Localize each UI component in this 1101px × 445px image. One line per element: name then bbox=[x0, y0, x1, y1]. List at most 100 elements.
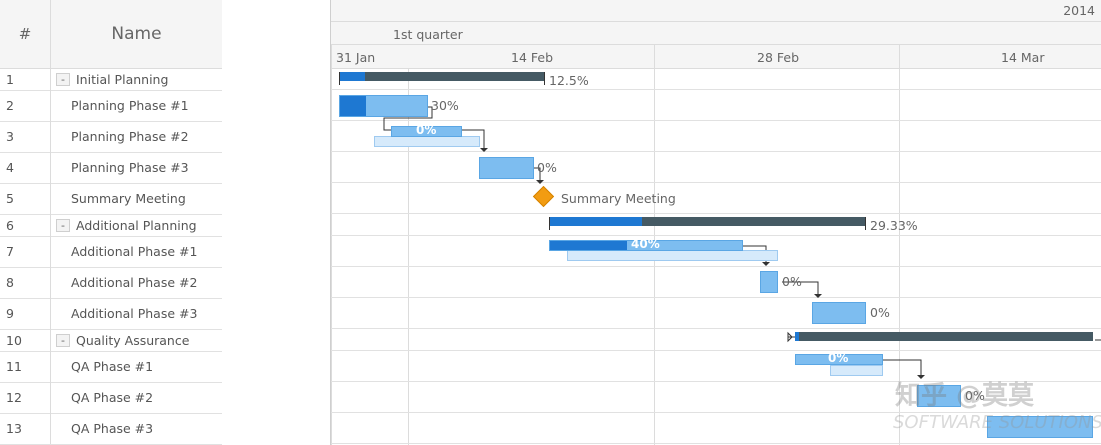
timeline-row-line bbox=[331, 120, 1101, 121]
grid-row[interactable]: 11 QA Phase #1 bbox=[0, 351, 222, 383]
task-bar-qa-phase-1[interactable] bbox=[795, 354, 883, 365]
week-label: 14 Feb bbox=[511, 50, 554, 65]
parent-bar-quality-assurance[interactable] bbox=[795, 332, 1093, 341]
grid-row[interactable]: 6 - Additional Planning bbox=[0, 214, 222, 237]
timeline-row-line bbox=[331, 89, 1101, 90]
row-number: 10 bbox=[6, 332, 22, 348]
grid-line bbox=[331, 45, 332, 445]
connector-arrow bbox=[917, 375, 925, 379]
column-divider bbox=[50, 183, 51, 214]
connector-line bbox=[782, 281, 819, 294]
task-name: Initial Planning bbox=[76, 71, 169, 87]
task-bar-planning-phase-3[interactable] bbox=[479, 157, 534, 179]
task-bar-qa-phase-3[interactable] bbox=[987, 416, 1093, 438]
task-name: Planning Phase #1 bbox=[71, 98, 189, 113]
grid-row[interactable]: 4 Planning Phase #3 bbox=[0, 152, 222, 184]
baseline-bar-qa-phase-1 bbox=[830, 365, 883, 376]
connector-arrow bbox=[480, 148, 488, 152]
collapse-toggle-icon[interactable]: - bbox=[56, 72, 70, 86]
column-header-name[interactable]: Name bbox=[111, 24, 162, 44]
grid-row[interactable]: 2 Planning Phase #1 bbox=[0, 90, 222, 122]
grid-splitter[interactable] bbox=[222, 0, 331, 445]
row-number: 13 bbox=[6, 421, 22, 436]
task-name: Summary Meeting bbox=[71, 191, 186, 206]
column-divider bbox=[50, 382, 51, 413]
milestone-label: Summary Meeting bbox=[561, 191, 676, 206]
task-progress-label: 0% bbox=[870, 305, 890, 320]
connector-line bbox=[882, 359, 922, 375]
row-number: 3 bbox=[6, 129, 14, 144]
task-name: Planning Phase #3 bbox=[71, 160, 189, 175]
column-divider bbox=[50, 267, 51, 298]
grid-row[interactable]: 5 Summary Meeting bbox=[0, 183, 222, 215]
task-progress-label: 0% bbox=[416, 123, 437, 137]
column-divider bbox=[50, 329, 51, 351]
column-header-number[interactable]: # bbox=[0, 0, 51, 68]
timeline-row-line bbox=[331, 412, 1101, 413]
task-progress-label: 40% bbox=[631, 237, 660, 251]
column-divider bbox=[50, 152, 51, 183]
progress-fill bbox=[550, 241, 627, 250]
column-divider bbox=[50, 351, 51, 382]
task-bar-planning-phase-2[interactable] bbox=[391, 126, 462, 137]
column-divider bbox=[50, 68, 51, 90]
progress-fill bbox=[340, 96, 367, 116]
task-progress-label: 0% bbox=[537, 160, 557, 175]
row-number: 2 bbox=[6, 98, 14, 113]
grid-row[interactable]: 3 Planning Phase #2 bbox=[0, 121, 222, 153]
watermark-text: 知乎 @莫莫 bbox=[895, 381, 1035, 411]
task-progress-label: 12.5% bbox=[549, 73, 589, 88]
task-progress-label: 29.33% bbox=[870, 218, 918, 233]
task-progress-label: 30% bbox=[431, 98, 459, 113]
grid-header: # Name bbox=[0, 0, 222, 69]
connector-line bbox=[462, 129, 485, 148]
week-label: 14 Mar bbox=[1001, 50, 1045, 65]
row-number: 6 bbox=[6, 217, 14, 233]
grid-row[interactable]: 13 QA Phase #3 bbox=[0, 413, 222, 445]
connector-line bbox=[383, 106, 433, 131]
quarter-label: 1st quarter bbox=[393, 27, 463, 42]
column-divider bbox=[50, 298, 51, 329]
grid-row[interactable]: 10 - Quality Assurance bbox=[0, 329, 222, 352]
timeline-row-line bbox=[331, 182, 1101, 183]
grid-row[interactable]: 7 Additional Phase #1 bbox=[0, 236, 222, 268]
progress-fill bbox=[549, 217, 642, 226]
timeline: 2014 1st quarter 31 Jan 14 Feb 28 Feb 14… bbox=[331, 0, 1101, 445]
grid-row[interactable]: 1 - Initial Planning bbox=[0, 68, 222, 91]
collapse-toggle-icon[interactable]: - bbox=[56, 218, 70, 232]
row-number: 7 bbox=[6, 244, 14, 259]
baseline-bar-planning-phase-2 bbox=[374, 136, 480, 147]
row-number: 5 bbox=[6, 191, 14, 206]
task-bar-additional-phase-3[interactable] bbox=[812, 302, 866, 324]
timeline-row-line bbox=[331, 443, 1101, 444]
connector-arrow bbox=[814, 294, 822, 298]
collapse-toggle-icon[interactable]: - bbox=[56, 333, 70, 347]
task-name: Additional Phase #2 bbox=[71, 275, 198, 290]
year-label: 2014 bbox=[1063, 3, 1095, 18]
column-divider bbox=[50, 236, 51, 267]
timeline-row-line bbox=[331, 213, 1101, 214]
watermark-subtext: SOFTWARE SOLUTIONS bbox=[893, 412, 1101, 433]
parent-bar-initial-planning[interactable] bbox=[339, 72, 545, 81]
task-bar-qa-phase-2[interactable] bbox=[917, 385, 961, 407]
task-name: Planning Phase #2 bbox=[71, 129, 189, 144]
grid-row[interactable]: 8 Additional Phase #2 bbox=[0, 267, 222, 299]
task-bar-additional-phase-1[interactable] bbox=[549, 240, 743, 251]
task-progress-label: 0% bbox=[828, 351, 849, 365]
column-divider bbox=[50, 214, 51, 236]
parent-bar-cap bbox=[549, 217, 550, 230]
parent-bar-cap bbox=[339, 72, 340, 85]
parent-bar-additional-planning[interactable] bbox=[549, 217, 866, 226]
grid-row[interactable]: 12 QA Phase #2 bbox=[0, 382, 222, 414]
task-name: Additional Planning bbox=[76, 217, 197, 233]
timeline-week-header: 31 Jan 14 Feb 28 Feb 14 Mar bbox=[331, 45, 1101, 69]
grid-row[interactable]: 9 Additional Phase #3 bbox=[0, 298, 222, 330]
timeline-row-line bbox=[331, 328, 1101, 329]
parent-bar-cap bbox=[865, 217, 866, 230]
column-divider bbox=[50, 90, 51, 121]
task-name: Additional Phase #1 bbox=[71, 244, 198, 259]
task-bar-additional-phase-2[interactable] bbox=[760, 271, 778, 293]
row-number: 9 bbox=[6, 306, 14, 321]
row-number: 4 bbox=[6, 160, 14, 175]
task-bar-planning-phase-1[interactable] bbox=[339, 95, 428, 117]
